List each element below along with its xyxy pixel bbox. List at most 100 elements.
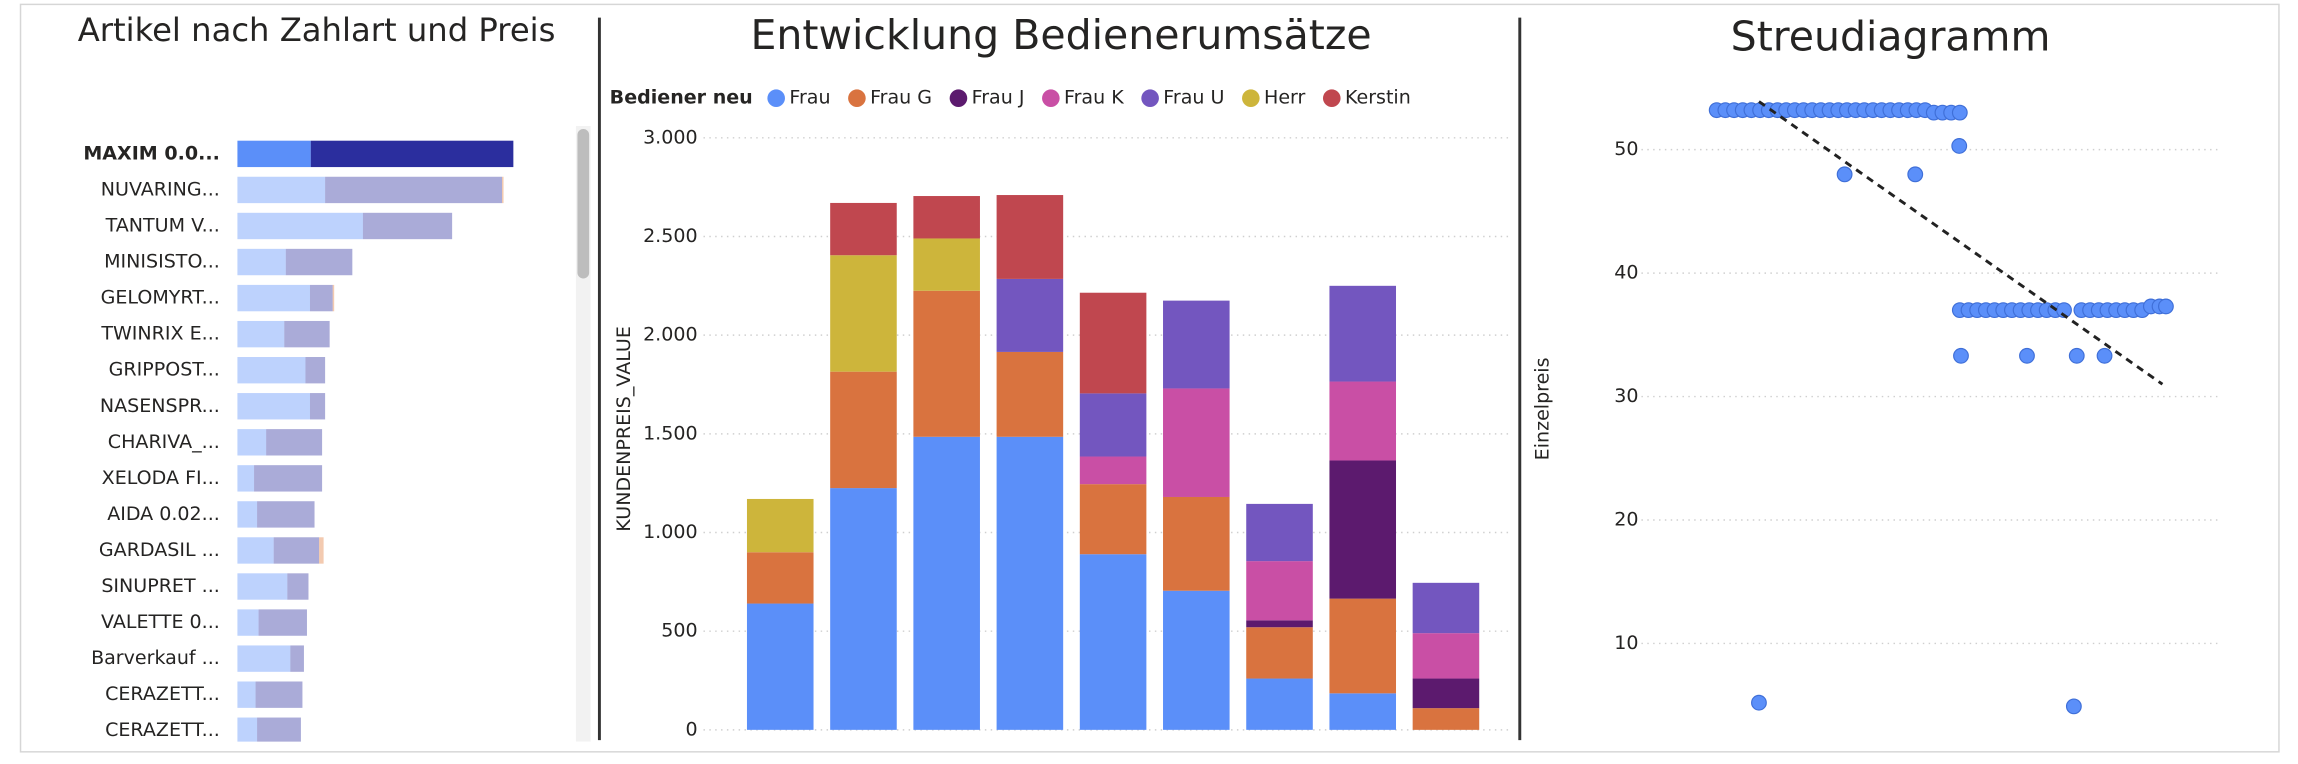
bar: [237, 609, 259, 636]
bar: [325, 176, 503, 204]
y-tick-label: 50: [1614, 138, 1638, 160]
chart-title: Streudiagramm: [1731, 13, 2051, 61]
bar: [257, 501, 315, 528]
y-tick-label: 1.000: [643, 521, 698, 543]
bar: [237, 357, 306, 384]
bar: [309, 284, 333, 312]
bar: [996, 278, 1064, 352]
bar: [237, 320, 285, 348]
bar: [1163, 590, 1230, 730]
bar: [1246, 503, 1313, 562]
bar: [237, 717, 258, 742]
category-label: SINUPRET ...: [101, 575, 220, 597]
y-tick-label: 20: [1614, 508, 1638, 530]
bar: [913, 290, 980, 437]
legend-marker: [1322, 89, 1341, 107]
legend-label: Frau J: [972, 87, 1025, 109]
legend-marker: [1242, 89, 1260, 107]
y-tick-label: 1.500: [643, 422, 698, 444]
legend-label: Lastschrift: [392, 76, 492, 98]
scatter-panel: 10 20 30 40 50 Einzelpreis: [1532, 100, 2221, 715]
legend-label: Kredit: [296, 76, 353, 98]
column-panel: Bediener neu Frau Frau G Frau J Frau K Frau U…: [610, 87, 1510, 740]
bar: [309, 393, 326, 420]
bar: [273, 537, 320, 564]
legend-label: Bar: [121, 76, 154, 98]
bar: [1412, 678, 1480, 709]
y-tick-label: 10: [1614, 632, 1638, 654]
trend-line: [1758, 100, 2164, 386]
scrollbar-track: [575, 126, 591, 742]
y-tick-label: 3.000: [643, 126, 698, 148]
bar: [237, 248, 286, 276]
bar: [237, 140, 311, 168]
y-tick-label: 40: [1614, 262, 1638, 284]
legend-marker: [949, 89, 968, 107]
bar: [319, 537, 324, 564]
category-label: CERAZETT...: [105, 683, 220, 705]
bar: [830, 488, 897, 730]
y-tick-label: 2.000: [643, 324, 698, 346]
category-label: NASENSPR...: [100, 395, 220, 417]
category-label: XELODA FI...: [102, 467, 220, 489]
bar: [996, 195, 1064, 279]
bar: [237, 537, 274, 564]
legend-marker: [99, 79, 117, 97]
bar: [1329, 285, 1397, 382]
legend-title: TYP: [44, 76, 85, 98]
bar: [237, 393, 310, 420]
frame: [19, 3, 2280, 753]
category-label: CERAZETT...: [105, 719, 220, 741]
bar: [1412, 633, 1480, 679]
bar: [502, 176, 504, 204]
bar: [237, 501, 258, 528]
bar: [746, 498, 814, 553]
point: [2056, 302, 2072, 319]
legend-marker: [1042, 89, 1060, 107]
bar: [305, 357, 326, 384]
bar: [746, 552, 814, 604]
point: [1951, 104, 1968, 121]
legend-label: Kerstin: [1345, 87, 1411, 109]
legend-marker: [1141, 89, 1159, 107]
y-axis-label: KUNDENPREIS_VALUE: [613, 326, 635, 532]
y-tick-label: 30: [1614, 385, 1638, 407]
category-label: GELOMYRT...: [101, 287, 220, 309]
category-label: GARDASIL ...: [99, 539, 220, 561]
legend-label: Karten: [194, 76, 257, 98]
legend-marker: [767, 89, 785, 107]
y-axis-label: Einzelpreis: [1532, 357, 1554, 460]
bar: [1079, 393, 1147, 457]
legend-label: Herr: [1264, 87, 1306, 109]
bar: [332, 284, 335, 312]
bar: [284, 320, 330, 348]
legend-marker: [848, 89, 866, 107]
category-label: MAXIM 0.0...: [83, 142, 220, 164]
bar: [1329, 598, 1397, 694]
bar: [237, 465, 255, 492]
category-label: MINISISTO...: [104, 251, 220, 273]
bar: [830, 202, 897, 256]
y-tick-label: 500: [661, 620, 697, 642]
legend-marker: [274, 79, 292, 97]
bar-panel: TYP Bar Karten Kredit Lastschrift MAXIM 0.0..…: [44, 76, 514, 742]
bar: [830, 371, 897, 489]
scrollbar-thumb[interactable]: [577, 128, 590, 279]
bar: [1412, 708, 1480, 730]
legend-marker: [370, 79, 388, 97]
point: [2019, 347, 2035, 364]
bar: [1163, 388, 1230, 497]
category-label: TANTUM V...: [105, 214, 220, 236]
legend-title: Bediener neu: [610, 87, 753, 109]
bar: [290, 645, 304, 672]
bar: [1329, 381, 1397, 461]
point: [2096, 347, 2113, 364]
y-tick-label: 0: [685, 718, 697, 740]
category-label: CHARIVA_...: [108, 431, 220, 453]
bar: [1329, 693, 1397, 730]
category-label: NUVARING...: [101, 178, 220, 200]
category-label: GRIPPOST...: [109, 359, 220, 381]
bar: [996, 351, 1064, 437]
point: [2065, 698, 2082, 715]
point: [1953, 347, 1969, 364]
